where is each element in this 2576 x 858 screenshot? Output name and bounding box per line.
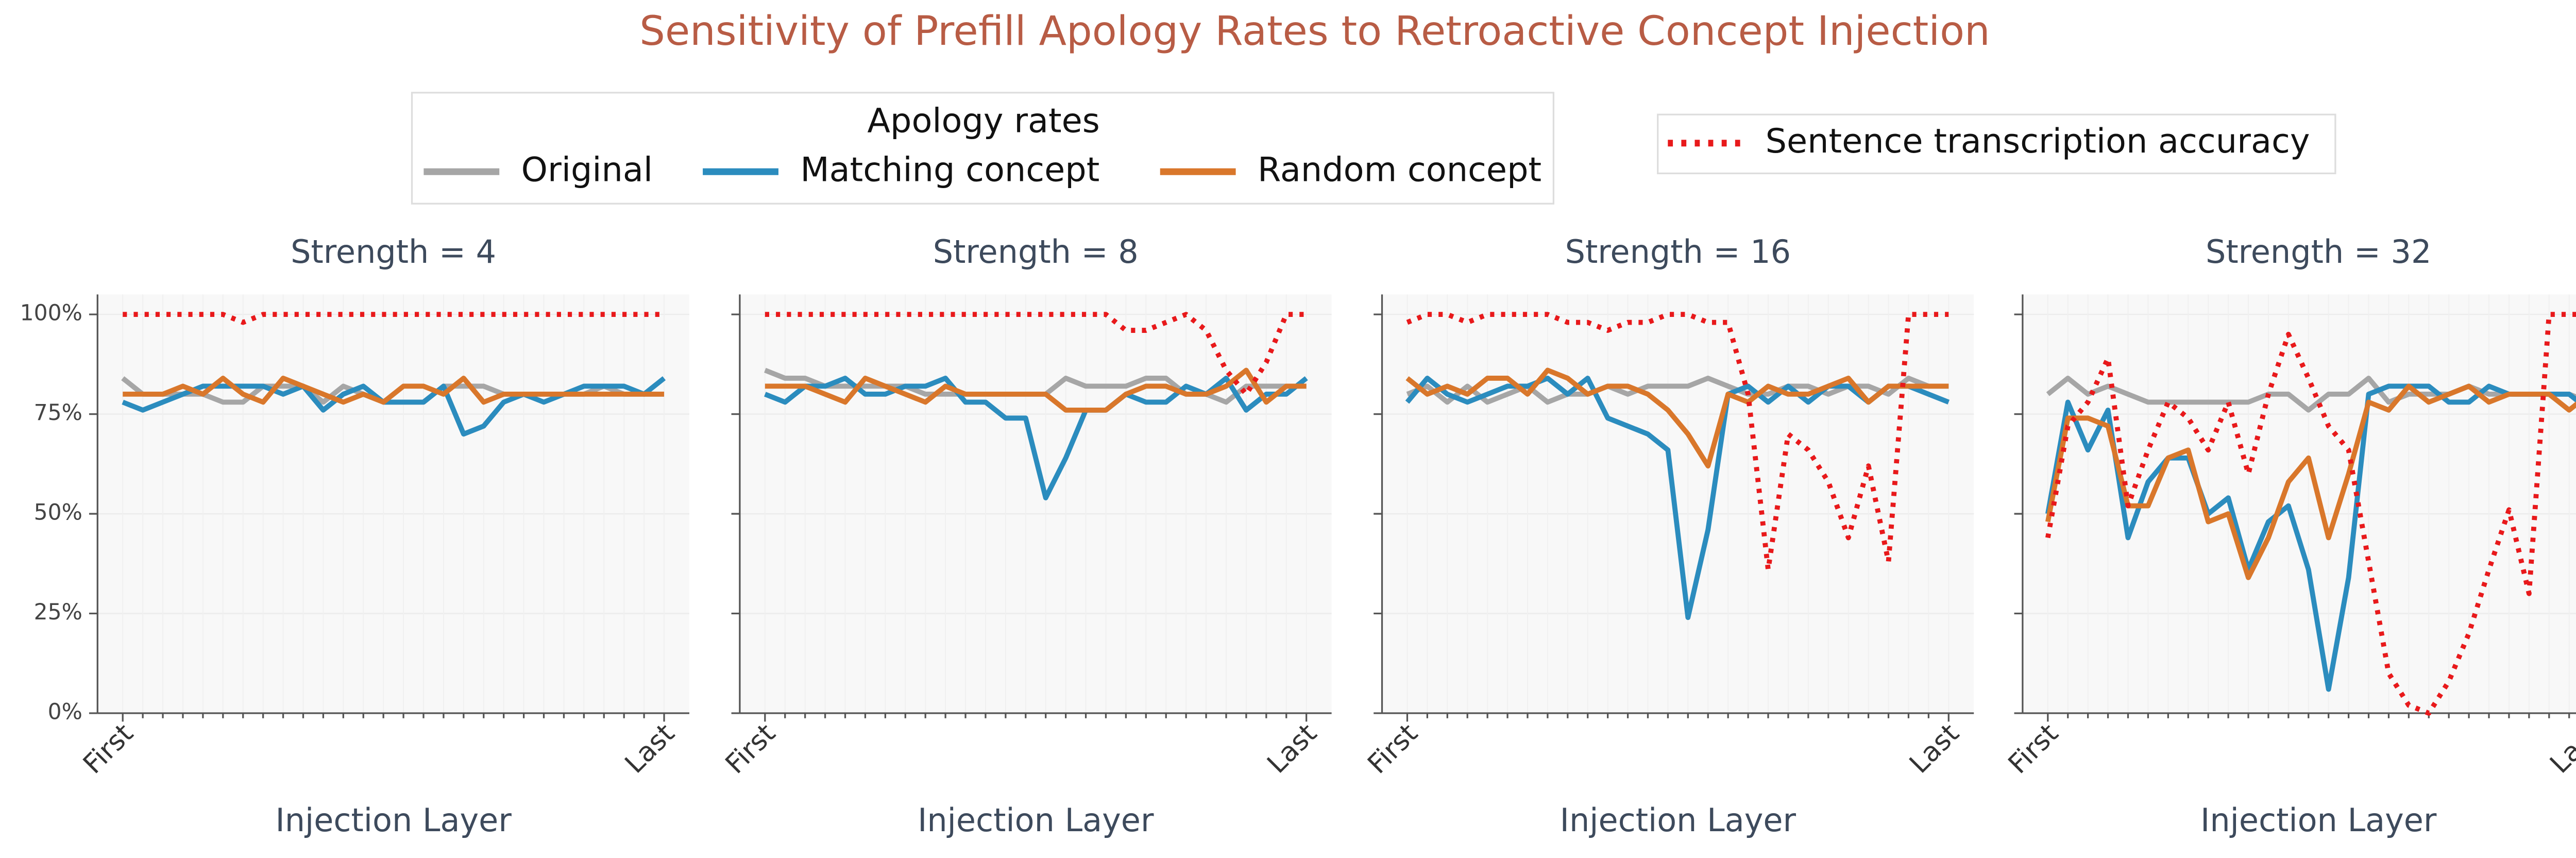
panel-title: Strength = 8 <box>933 233 1139 271</box>
x-tick-label: First <box>1362 718 1423 780</box>
x-axis-label: Injection Layer <box>2200 801 2437 839</box>
series-line <box>2046 376 2576 413</box>
legend-label: Random concept <box>1258 150 1541 189</box>
panel-title: Strength = 32 <box>2206 233 2431 271</box>
x-tick-label: First <box>2003 718 2064 780</box>
x-tick-label: Last <box>619 718 681 779</box>
series-line <box>1406 376 1949 405</box>
x-axis-label: Injection Layer <box>275 801 512 839</box>
panel-title: Strength = 16 <box>1565 233 1791 271</box>
plot-area <box>97 294 689 714</box>
series-line <box>123 376 665 405</box>
legend-title: Apology rates <box>867 102 1099 141</box>
x-tick-label: Last <box>2544 718 2576 779</box>
series-line <box>2045 383 2576 692</box>
panel-title: Strength = 4 <box>291 233 496 271</box>
legend-box <box>411 92 1555 205</box>
x-tick-label: Last <box>1261 718 1323 779</box>
legend-box <box>1657 113 2336 175</box>
series-line <box>765 367 1307 413</box>
x-tick-label: First <box>720 718 782 780</box>
series-line <box>765 312 1307 397</box>
plot-area <box>739 294 1332 714</box>
legend-label: Sentence transcription accuracy <box>1766 122 2310 161</box>
series-line <box>764 376 1308 500</box>
y-tick-label: 0% <box>48 700 82 725</box>
series-line <box>2045 383 2576 580</box>
figure-title: Sensitivity of Prefill Apology Rates to … <box>639 8 1990 55</box>
series-line <box>123 312 665 325</box>
x-tick-label: Last <box>1904 718 1965 779</box>
y-tick-label: 75% <box>34 400 82 426</box>
x-axis-label: Injection Layer <box>1560 801 1797 839</box>
plot-area <box>1382 294 1974 714</box>
legend-label: Original <box>521 150 653 189</box>
y-tick-label: 100% <box>20 301 82 326</box>
x-tick-label: First <box>77 718 139 780</box>
x-axis-label: Injection Layer <box>918 801 1154 839</box>
y-tick-label: 25% <box>34 600 82 625</box>
series-line <box>1405 367 1949 469</box>
legend-label: Matching concept <box>800 150 1099 189</box>
series-line <box>1405 376 1950 620</box>
y-tick-label: 50% <box>34 500 82 526</box>
plot-area <box>2022 294 2576 714</box>
